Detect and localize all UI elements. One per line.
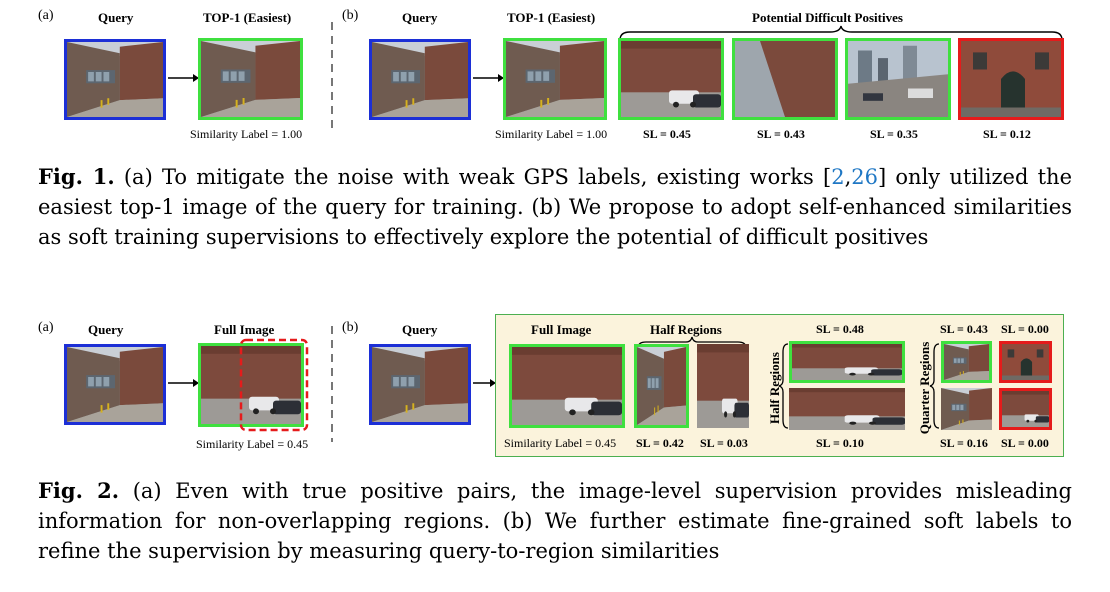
fig2-divider	[331, 326, 333, 442]
fig2-sl-048: SL = 0.48	[816, 322, 864, 336]
fig2-half-top	[789, 341, 905, 383]
fig2-quarter-vertical-brace	[929, 343, 940, 429]
fig1-query-header-b: Query	[402, 10, 438, 25]
fig1-similarity-text-a: Similarity Label = 1.00	[190, 127, 303, 141]
fig1-similarity-label-a: Similarity Label = 1.00	[190, 127, 302, 142]
fig1-panel-b-label: (b)	[342, 8, 359, 23]
fig1-arrow-a	[168, 74, 199, 82]
fig1-brace	[619, 25, 1063, 41]
fig1-citation-a[interactable]: 2	[831, 165, 845, 189]
fig2-half-left	[634, 344, 689, 428]
fig1-similarity-label-b: Similarity Label = 1.00	[495, 127, 608, 141]
fig2-similarity-label-b: Similarity Label = 0.45	[504, 436, 617, 450]
fig1-positive-image-2	[732, 38, 838, 120]
fig2-overlap-region	[239, 338, 309, 432]
fig2-half-right	[697, 344, 749, 428]
fig2-quarter-bl	[941, 388, 992, 430]
fig1-divider	[331, 22, 333, 134]
fig1-citation-sep: ,	[844, 165, 852, 189]
fig1-sl-4: SL = 0.12	[983, 127, 1031, 141]
fig2-full-image-b	[509, 344, 625, 428]
fig1-citation-b[interactable]: 26	[851, 165, 879, 189]
fig2-quarter-br	[999, 388, 1052, 430]
fig1-caption-part-2: ] only utilized the easiest top-1 image …	[38, 165, 1073, 249]
fig2-quarter-tl	[941, 341, 992, 383]
fig1-query-image-b	[369, 39, 471, 120]
fig2-query-image-b	[369, 344, 471, 425]
fig2-full-image-header-b: Full Image	[531, 322, 592, 337]
fig1-caption-part-1: (a) To mitigate the noise with weak GPS …	[123, 165, 832, 189]
fig1-potential-header: Potential Difficult Positives	[752, 10, 903, 25]
fig2-half-brace	[637, 336, 747, 349]
fig1-sl-3: SL = 0.35	[870, 127, 918, 141]
fig1-top1-header-b: TOP-1 (Easiest)	[507, 10, 596, 25]
fig1-panel-a-label: (a)	[38, 8, 54, 23]
fig2-similarity-label-a: Similarity Label = 0.45	[196, 437, 309, 451]
fig1-arrow-b	[473, 74, 504, 82]
fig2-query-image	[64, 344, 166, 425]
fig2-full-image-header: Full Image	[214, 322, 275, 337]
fig2-arrow-b	[473, 379, 496, 387]
fig2-sl-010: SL = 0.10	[816, 436, 864, 450]
fig2-arrow-a	[168, 379, 199, 387]
fig2-caption-title: Fig. 2.	[38, 478, 120, 503]
fig2-sl-000-top: SL = 0.00	[1001, 322, 1049, 336]
fig1-positive-image-1	[618, 38, 724, 120]
fig1-query-image	[64, 39, 166, 120]
fig2-sl-000-bottom: SL = 0.00	[1001, 436, 1049, 450]
fig1-top1-image	[198, 38, 303, 120]
fig2-sl-042: SL = 0.42	[636, 436, 684, 450]
fig1-sl-2: SL = 0.43	[757, 127, 805, 141]
fig1-top1-header: TOP-1 (Easiest)	[203, 10, 292, 25]
fig2-panel-a-label: (a)	[38, 320, 54, 335]
fig1-caption: Fig. 1. (a) To mitigate the noise with w…	[38, 162, 1072, 252]
fig2-panel-b-label: (b)	[342, 320, 359, 335]
fig2-caption: Fig. 2. (a) Even with true positive pair…	[38, 476, 1072, 566]
fig2-query-header-b: Query	[402, 322, 438, 337]
fig2-sl-003: SL = 0.03	[700, 436, 748, 450]
fig2-quarter-tr	[999, 341, 1052, 383]
fig2-half-vertical-brace	[778, 343, 789, 429]
fig2-sl-016: SL = 0.16	[940, 436, 988, 450]
fig1-caption-title: Fig. 1.	[38, 164, 115, 189]
fig2-query-header: Query	[88, 322, 124, 337]
fig2-half-bottom	[789, 388, 905, 430]
fig2-sl-043: SL = 0.43	[940, 322, 988, 336]
fig1-top1-image-b	[503, 38, 607, 120]
fig1-positive-image-4	[958, 38, 1064, 120]
fig1-positive-image-3	[845, 38, 951, 120]
fig1-sl-1: SL = 0.45	[643, 127, 691, 141]
fig2-caption-text: (a) Even with true positive pairs, the i…	[38, 479, 1072, 563]
fig2-half-regions-header: Half Regions	[650, 322, 722, 337]
fig1-query-header: Query	[98, 10, 134, 25]
fig2-full-image	[198, 343, 304, 427]
